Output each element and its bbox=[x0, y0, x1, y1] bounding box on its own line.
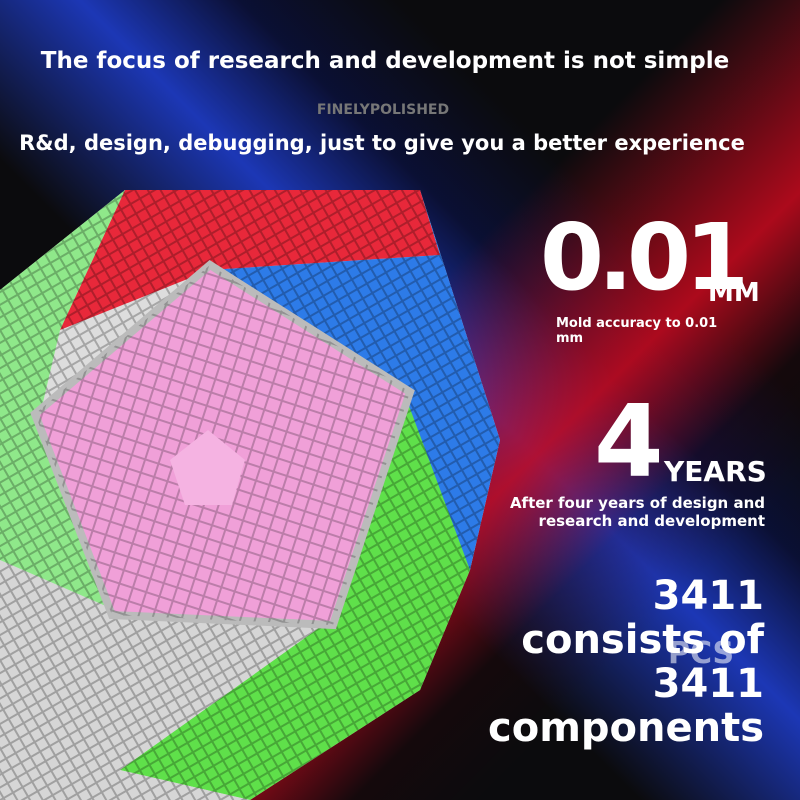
brand: FINELYPOLISHED bbox=[316, 102, 450, 118]
components-text: 3411 consists of 3411 components bbox=[488, 573, 764, 751]
feature-unit: YEARS bbox=[664, 455, 767, 488]
feature-value: 0.01 bbox=[540, 204, 749, 311]
subtitle: R&d, design, debugging, just to give you… bbox=[19, 131, 745, 155]
feature-unit: MM bbox=[708, 278, 760, 308]
feature-value: 4 bbox=[594, 383, 664, 500]
feature-description: Mold accuracy to 0.01 mm bbox=[556, 316, 718, 346]
feature-description: After four years of design and research … bbox=[509, 494, 765, 530]
title: The focus of research and development is… bbox=[40, 48, 730, 74]
overlay-text: PCS bbox=[668, 636, 735, 671]
